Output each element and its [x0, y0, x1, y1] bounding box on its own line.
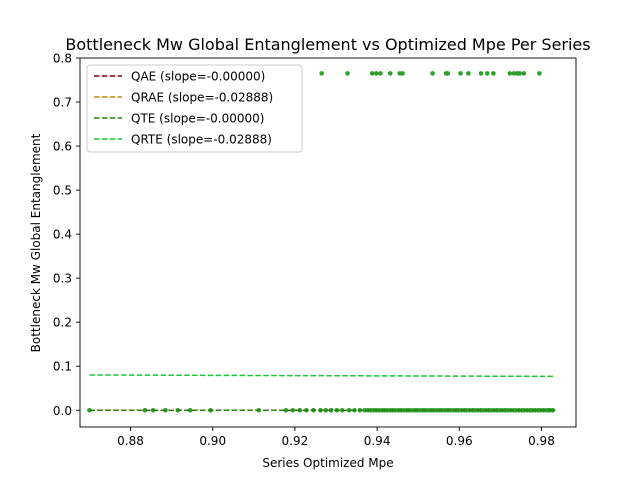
y-tick-label: 0.0 [53, 404, 72, 418]
y-tick-label: 0.6 [53, 140, 72, 154]
data-point [466, 71, 471, 76]
legend-label: QTE (slope=-0.00000) [131, 112, 264, 126]
axes-frame [79, 57, 577, 428]
data-point [387, 71, 393, 76]
x-tick-label: 0.90 [199, 434, 226, 448]
data-point [187, 407, 193, 413]
data-point [445, 71, 451, 76]
x-tick-label: 0.88 [117, 434, 144, 448]
data-point [369, 71, 375, 76]
x-tick-label: 0.96 [446, 434, 473, 448]
y-tick-label: 0.7 [53, 96, 72, 110]
legend: QAE (slope=-0.00000) QRAE (slope=-0.02888… [86, 64, 303, 153]
x-tick-label: 0.92 [282, 434, 309, 448]
data-point [362, 407, 368, 413]
data-point [521, 71, 527, 76]
y-tick-label: 0.5 [53, 184, 72, 198]
data-point [290, 407, 296, 413]
chart-title: Bottleneck Mw Global Entanglement vs Opt… [65, 35, 590, 54]
y-tick-label: 0.4 [53, 228, 72, 242]
data-point [346, 407, 352, 413]
data-point [507, 71, 513, 76]
data-point [400, 71, 405, 76]
y-tick-label: 0.8 [53, 52, 72, 66]
x-tick-label: 0.94 [364, 434, 391, 448]
regression-line [89, 374, 554, 378]
y-tick-label: 0.3 [53, 272, 72, 286]
data-point [345, 71, 350, 76]
data-point [339, 407, 345, 413]
data-point [323, 407, 329, 413]
data-point [430, 71, 435, 76]
legend-label: QAE (slope=-0.00000) [131, 70, 265, 84]
data-point [458, 71, 463, 76]
axes: 0.88 0.90 0.92 0.94 0.96 0.98 0.0 0.1 0.2 0.3 0.4 0… [53, 52, 577, 448]
data-point [378, 71, 383, 76]
data-point [491, 71, 496, 76]
y-tick-label: 0.1 [53, 360, 72, 374]
plot-area [87, 71, 556, 413]
data-point [319, 71, 324, 76]
data-point [511, 71, 517, 76]
data-point [87, 407, 92, 413]
data-point [484, 71, 490, 76]
legend-label: QRAE (slope=-0.02888) [131, 91, 273, 105]
legend-box [86, 64, 303, 153]
x-tick-label: 0.98 [528, 434, 555, 448]
data-point [373, 71, 379, 76]
data-point [478, 71, 484, 76]
data-point [283, 407, 289, 413]
legend-label: QRTE (slope=-0.02888) [131, 133, 272, 147]
y-tick-label: 0.2 [53, 316, 72, 330]
data-point [537, 71, 542, 76]
data-point [517, 71, 523, 76]
x-axis-label: Series Optimized Mpe [262, 456, 393, 470]
y-axis-label: Bottleneck Mw Global Entanglement [29, 133, 43, 352]
